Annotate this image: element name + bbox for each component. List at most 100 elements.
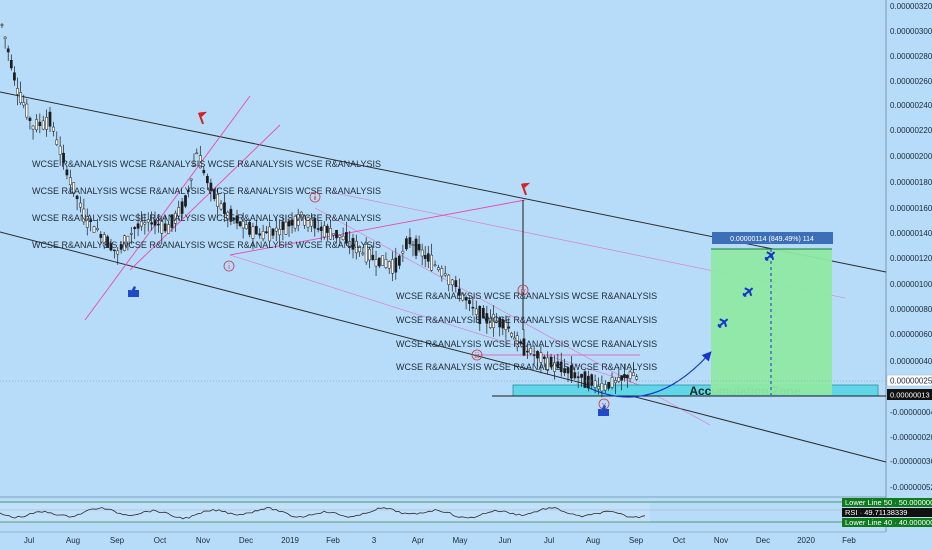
time-tick: Jul [24,536,34,545]
candle-body [377,257,381,267]
candle-body [216,194,220,207]
marker-price-tag-text: 0.00000013 [890,391,930,400]
price-tick: 0.00000180 [890,178,932,187]
candle-body [513,337,516,340]
candle-body [583,371,587,388]
time-tick: Nov [714,536,728,545]
wave-label-circle [223,260,235,272]
candle-body [163,223,167,232]
rsi-upper-tag [842,498,932,507]
candle-body [219,203,223,210]
watermark-block-2: WCSE R&ANALYSIS WCSE R&ANALYSIS WCSE R&A… [396,291,657,372]
candle-body [625,374,629,379]
candle-body [573,372,577,379]
candle-body [351,238,355,250]
price-tick: 0.00000260 [890,77,932,86]
candle-body [559,361,563,373]
candle-body [255,225,258,235]
candle-body [430,254,434,271]
thumbs-up-icon [128,286,139,297]
rsi-pane[interactable]: Lower Line 50 · 50.00000000 RSI · 49.711… [0,498,932,527]
candle-body [293,215,297,229]
candle-body [501,319,505,329]
candle-body [443,273,447,276]
marker-price-tag [887,389,932,400]
candle-body [189,178,193,181]
candle-body [306,217,310,228]
candle-body [539,352,543,363]
channel-lower-line[interactable] [0,231,887,463]
candle-body [85,216,89,228]
time-tick: 2019 [281,536,299,545]
candle-body [25,103,29,118]
candle-body [401,251,405,254]
candle-body [143,222,147,225]
candle-body [119,244,123,250]
fib-line-1[interactable] [84,95,251,321]
candle-body [507,326,511,329]
wave-label-iii: iii [475,353,480,360]
candle-body [316,228,320,230]
price-tick: 0.00000240 [890,101,932,110]
airplane-icon [764,251,776,261]
candle-body [522,338,526,356]
airplane-icon [742,287,754,297]
candle-body [471,306,475,309]
candle-body [338,235,342,238]
time-axis[interactable]: Jul Aug Sep Oct Nov Dec 2019 Feb 3 Apr M… [24,536,857,545]
price-tick: -0.00000052 [890,483,932,492]
candle-body [89,219,92,222]
candle-body [408,237,412,245]
candle-body [620,375,624,381]
fib-line-3[interactable] [229,199,526,256]
current-price-tag [886,374,932,387]
time-tick: 2020 [797,536,815,545]
candle-body [485,313,489,324]
candle-body [195,152,199,155]
fib-line-2[interactable] [129,124,281,271]
candle-body [515,335,519,348]
candle-body [405,238,408,250]
wave-label-ii: ii [313,195,317,202]
candle-body [160,221,164,234]
candle-body [177,207,181,217]
candle-body [450,279,454,286]
candle-body [628,371,632,379]
candle-body [232,218,236,220]
candle-body [478,306,482,324]
candle-body [510,332,513,337]
price-tick: 0.00000280 [890,52,932,61]
time-tick: Sep [110,536,125,545]
candle-body [206,175,209,184]
candle-body [146,219,150,223]
candle-body [238,221,242,226]
rsi-line[interactable] [0,507,646,520]
candle-body [16,88,19,95]
candle-body [319,226,323,231]
candle-body [274,227,278,232]
candle-body [341,235,345,240]
price-tick: 0.00000100 [890,280,932,289]
candle-body [68,177,72,186]
price-axis[interactable]: 0.00000320 0.00000300 0.00000280 0.00000… [890,2,932,492]
time-tick: Sep [629,536,644,545]
candle-body [417,244,421,251]
candle-body [45,116,48,130]
candle-body [35,119,38,131]
candle-body [603,384,607,391]
candle-body [184,195,187,207]
candle-body [549,356,553,368]
wave-label-circle [309,191,321,203]
price-tick: 0.00000200 [890,152,932,161]
candle-body [384,259,388,268]
rsi-value-tag [842,508,932,517]
candle-body [542,356,546,359]
price-tick: 0.00000060 [890,330,932,339]
candle-body [461,292,465,301]
candle-body [265,231,268,234]
candle-body [361,252,365,255]
price-tick: 0.00000300 [890,27,932,36]
red-flag-icon [198,111,208,125]
